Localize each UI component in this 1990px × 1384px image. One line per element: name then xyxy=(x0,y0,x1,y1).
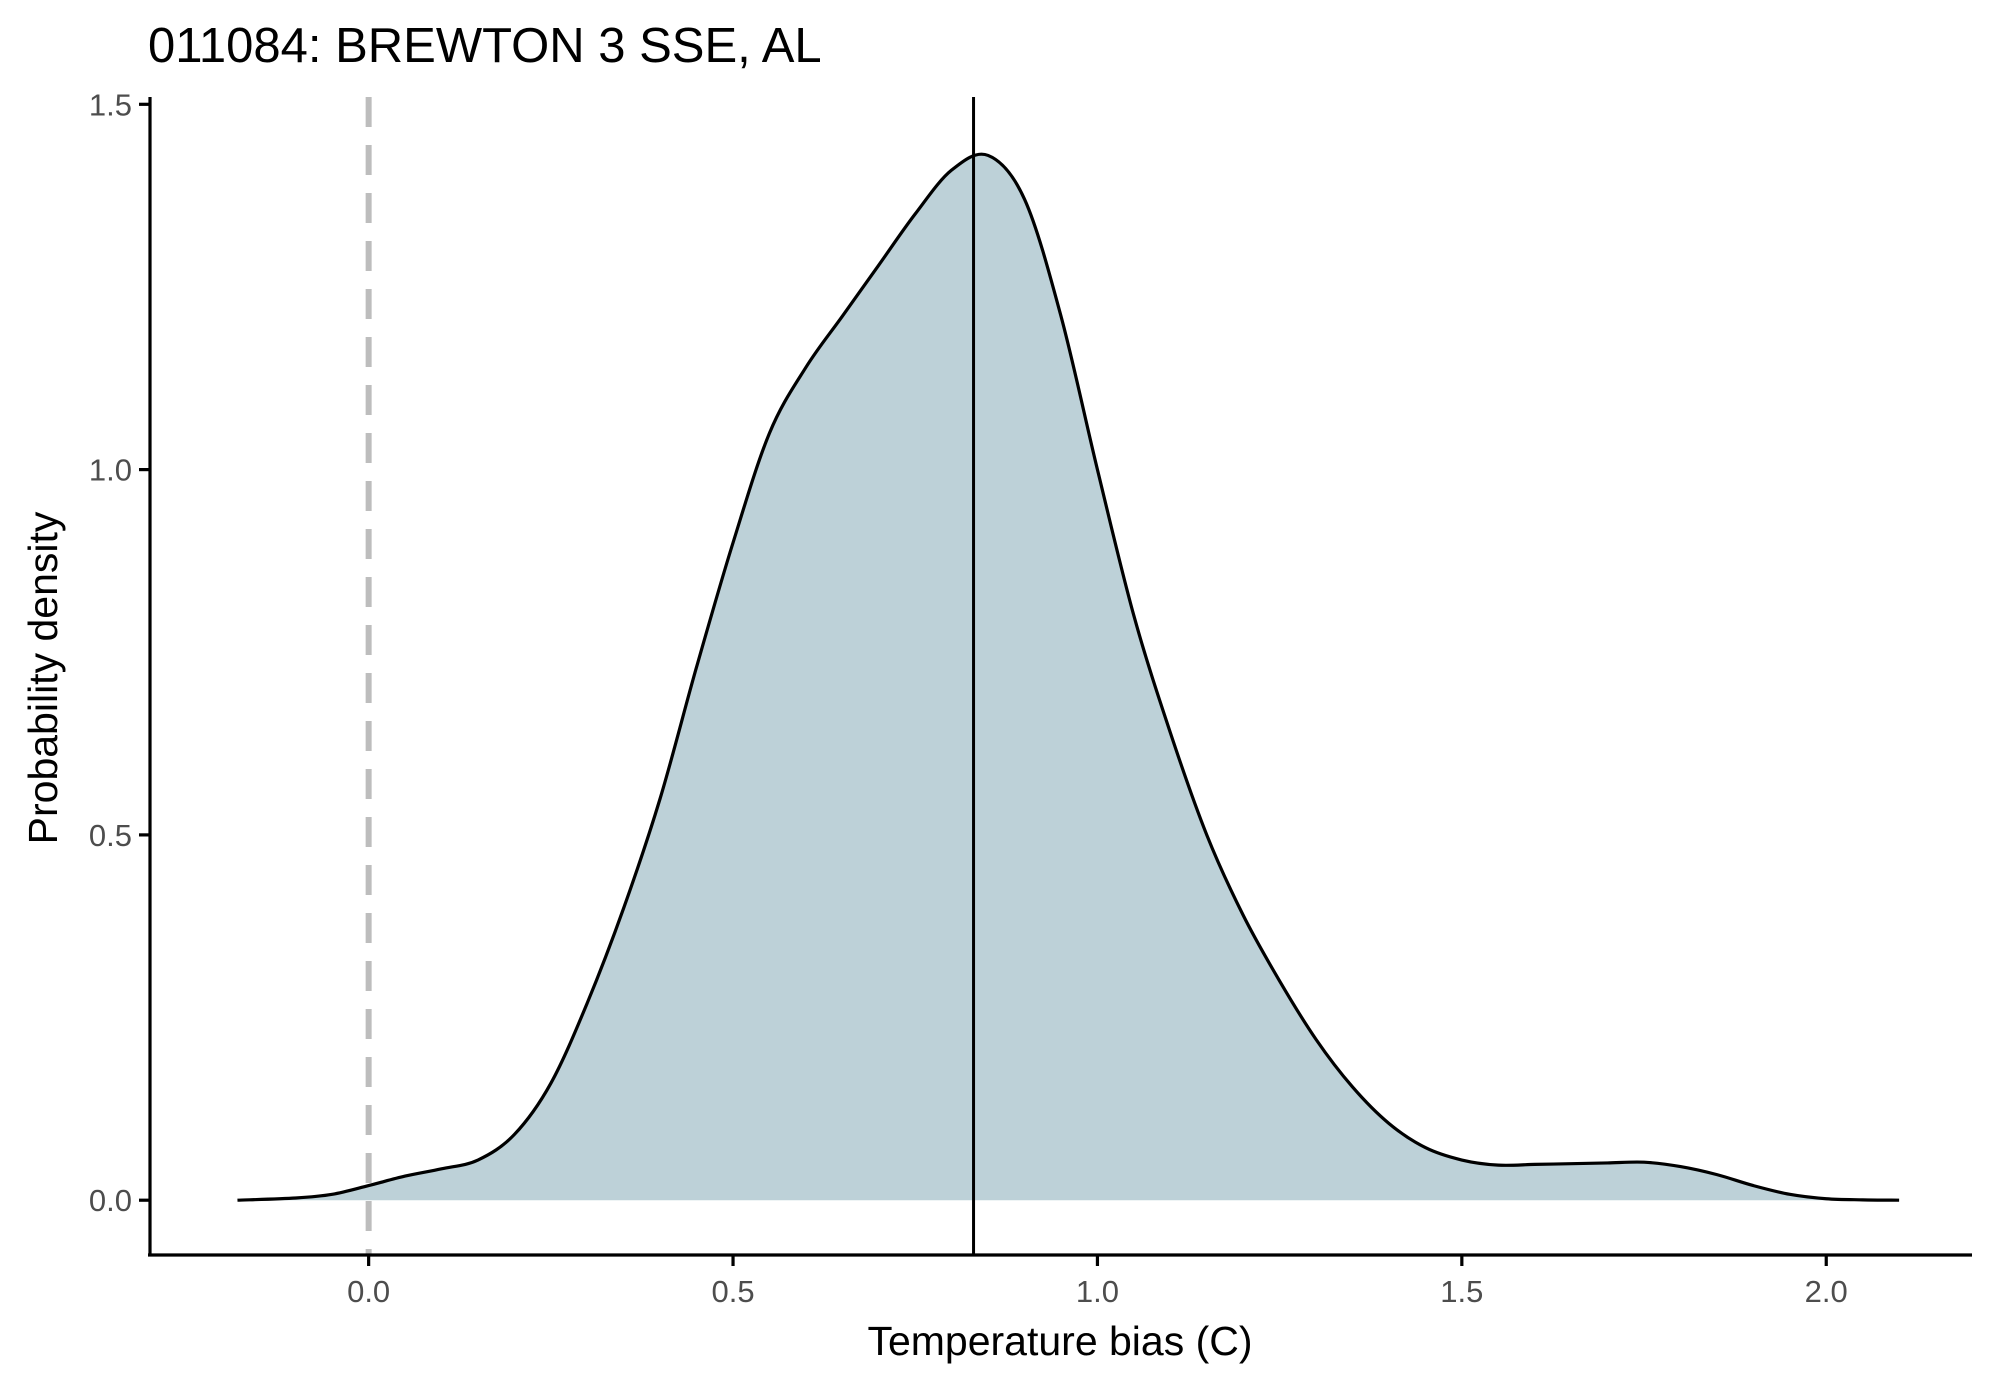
x-tick-label: 1.0 xyxy=(1076,1274,1119,1309)
y-axis-label: Probability density xyxy=(20,511,66,844)
x-tick-label: 0.0 xyxy=(347,1274,390,1309)
density-area xyxy=(237,154,1900,1201)
y-tick-label: 0.5 xyxy=(89,818,132,853)
y-tick-label: 0.0 xyxy=(89,1183,132,1218)
x-tick-label: 0.5 xyxy=(711,1274,754,1309)
chart-title: 011084: BREWTON 3 SSE, AL xyxy=(148,19,822,73)
x-tick-label: 2.0 xyxy=(1805,1274,1848,1309)
y-tick-label: 1.5 xyxy=(89,87,132,122)
y-tick-label: 1.0 xyxy=(89,453,132,488)
plot-area xyxy=(237,97,1900,1255)
x-tick-label: 1.5 xyxy=(1440,1274,1483,1309)
density-curve xyxy=(237,152,1900,1202)
axis-ticks: 0.0 0.5 1.0 1.5 2.0 0.0 0.5 1.0 1.5 xyxy=(89,87,1848,1309)
x-axis-label: Temperature bias (C) xyxy=(867,1318,1252,1364)
